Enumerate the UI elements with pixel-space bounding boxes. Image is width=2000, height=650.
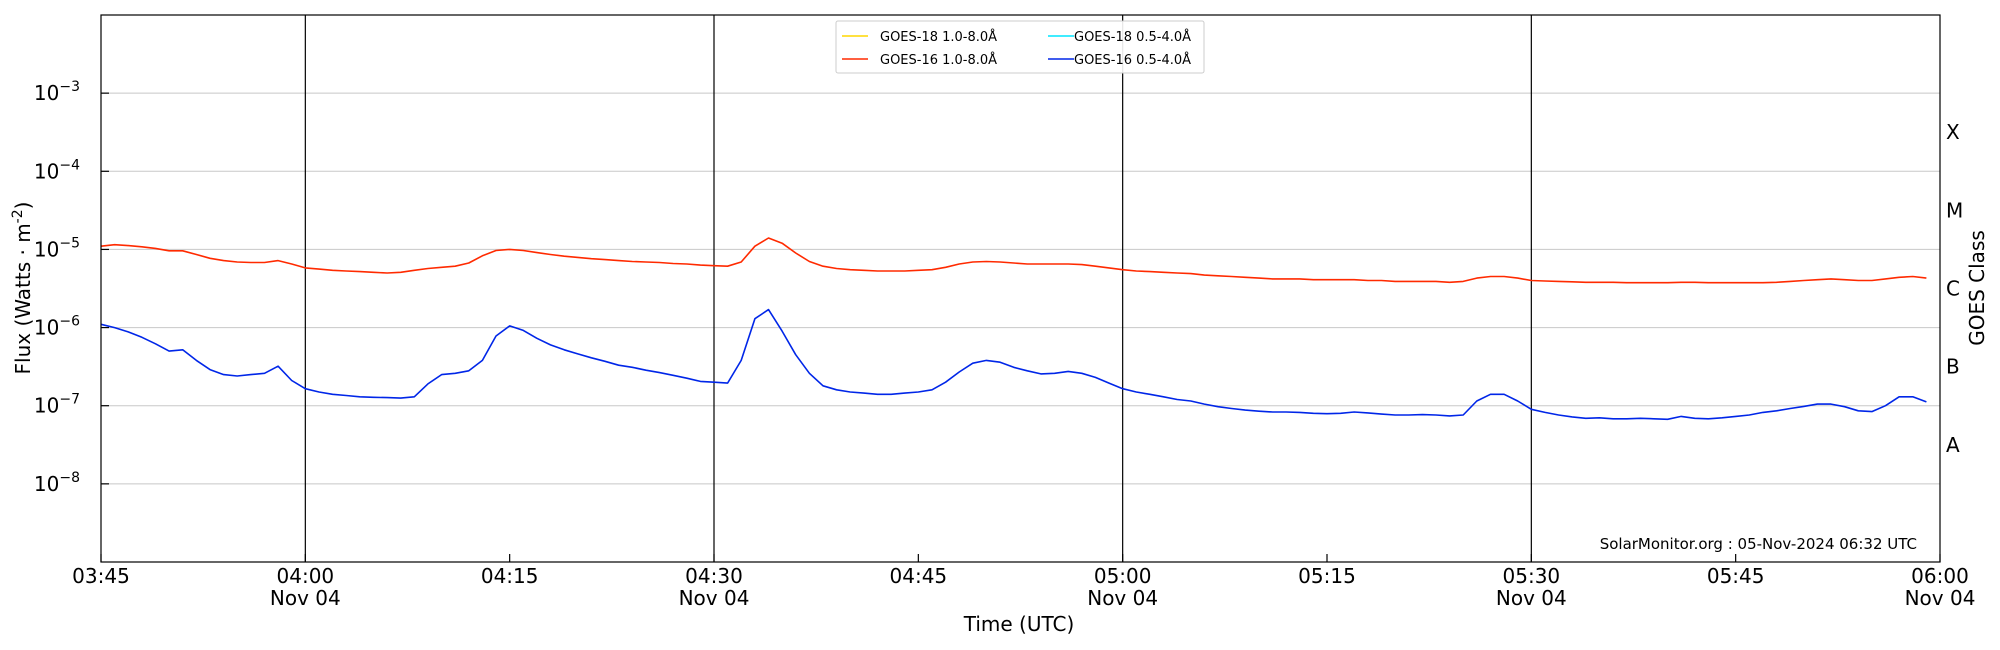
y-tick-label: 10−5 bbox=[34, 235, 80, 261]
x-tick-date-label: Nov 04 bbox=[1905, 586, 1976, 610]
x-axis-label: Time (UTC) bbox=[963, 612, 1075, 636]
source-annotation: SolarMonitor.org : 05-Nov-2024 06:32 UTC bbox=[1600, 535, 1917, 553]
legend-label-goes16-short: GOES-16 0.5-4.0Å bbox=[1074, 52, 1191, 68]
x-tick-label: 05:30 bbox=[1503, 564, 1561, 588]
goes-class-label: A bbox=[1946, 433, 1960, 457]
y-tick-label: 10−3 bbox=[34, 79, 80, 105]
goes-class-label: C bbox=[1946, 277, 1960, 301]
y-axis-label-close: ) bbox=[11, 202, 35, 210]
x-tick-date-label: Nov 04 bbox=[1496, 586, 1567, 610]
goes-class-label: M bbox=[1946, 198, 1963, 222]
series-line-0 bbox=[100, 237, 1927, 284]
y-axis-ticks: 10−8 10−7 10−6 10−5 10−4 10−3 bbox=[34, 79, 109, 496]
x-tick-label: 04:45 bbox=[890, 564, 948, 588]
goes-class-labels: A B C M X bbox=[1946, 120, 1963, 457]
x-tick-label: 05:15 bbox=[1298, 564, 1356, 588]
y-axis-label-main: Flux (Watts · m bbox=[11, 223, 35, 374]
y-tick-label: 10−6 bbox=[34, 314, 80, 340]
goes-class-axis-label: GOES Class bbox=[1965, 230, 1989, 346]
goes-class-label: X bbox=[1946, 120, 1960, 144]
y-tick-label: 10−4 bbox=[34, 157, 80, 183]
series-line-1 bbox=[100, 308, 1927, 421]
series-layer bbox=[100, 237, 1927, 421]
grid-layer bbox=[101, 92, 1940, 485]
x-tick-date-label: Nov 04 bbox=[270, 586, 341, 610]
legend-box bbox=[835, 20, 1205, 74]
goes-class-label: B bbox=[1946, 355, 1960, 379]
y-axis-label: Flux (Watts · m-2) bbox=[10, 202, 35, 375]
y-tick-label: 10−7 bbox=[34, 392, 80, 418]
x-tick-date-label: Nov 04 bbox=[679, 586, 750, 610]
legend-label-goes18-short: GOES-18 0.5-4.0Å bbox=[1074, 29, 1191, 45]
day-boundary-lines bbox=[304, 15, 1532, 562]
legend: GOES-18 1.0-8.0Å GOES-18 0.5-4.0Å GOES-1… bbox=[835, 20, 1205, 74]
x-tick-label: 05:00 bbox=[1094, 564, 1152, 588]
legend-label-goes18-long: GOES-18 1.0-8.0Å bbox=[880, 29, 997, 45]
plot-frame bbox=[100, 14, 1941, 563]
x-tick-label: 05:45 bbox=[1707, 564, 1765, 588]
y-tick-label: 10−8 bbox=[34, 470, 80, 496]
x-tick-label: 03:45 bbox=[72, 564, 130, 588]
x-tick-label: 06:00 bbox=[1911, 564, 1969, 588]
legend-label-goes16-long: GOES-16 1.0-8.0Å bbox=[880, 52, 997, 68]
x-tick-label: 04:00 bbox=[277, 564, 335, 588]
x-tick-date-label: Nov 04 bbox=[1087, 586, 1158, 610]
x-tick-label: 04:30 bbox=[685, 564, 743, 588]
y-axis-label-exponent: -2 bbox=[10, 209, 26, 223]
x-tick-label: 04:15 bbox=[481, 564, 539, 588]
